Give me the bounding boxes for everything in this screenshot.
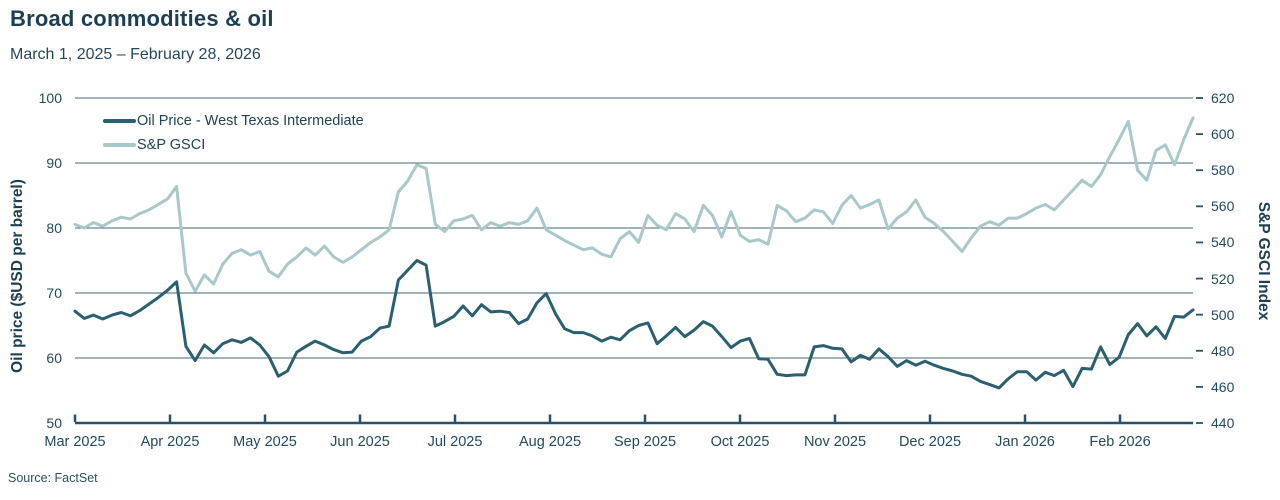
right-axis-tick-label: 560 <box>1211 198 1235 215</box>
x-axis-tick-label: Mar 2025 <box>44 434 106 450</box>
right-axis-tick-label: 480 <box>1211 342 1235 359</box>
left-axis-tick-label: 100 <box>38 90 62 106</box>
x-axis-tick-label: Jul 2025 <box>427 434 483 450</box>
x-axis-tick-label: Oct 2025 <box>710 434 770 450</box>
right-axis-tick-label: 540 <box>1211 234 1235 251</box>
legend-item-gsci: S&P GSCI <box>103 133 364 157</box>
x-axis-tick-label: Jun 2025 <box>330 434 390 450</box>
x-axis-tick-label: Jan 2026 <box>995 434 1055 450</box>
gsci-series-line <box>73 116 1195 293</box>
source-note: Source: FactSet <box>8 471 98 485</box>
x-axis-tick-label: May 2025 <box>233 434 297 450</box>
left-axis-tick-label: 50 <box>46 415 62 431</box>
gsci-series-label: S&P GSCI <box>137 137 206 153</box>
oil-series-swatch <box>103 118 136 124</box>
left-axis-title: Oil price ($USD per barrel) <box>9 179 26 373</box>
right-axis-tick-label: 460 <box>1211 378 1235 395</box>
left-axis-tick-label: 70 <box>46 285 62 301</box>
oil-series-label: Oil Price - West Texas Intermediate <box>137 113 364 129</box>
date-range-subtitle: March 1, 2025 – February 28, 2026 <box>10 46 261 63</box>
right-axis-tick-label: 500 <box>1211 306 1235 323</box>
legend-item-oil: Oil Price - West Texas Intermediate <box>103 109 364 133</box>
gsci-series-swatch <box>103 142 136 148</box>
left-axis-tick-label: 80 <box>46 220 62 236</box>
right-axis-tick-label: 520 <box>1211 270 1235 287</box>
right-axis-tick-label: 580 <box>1211 162 1235 179</box>
right-axis-tick-label: 600 <box>1211 126 1235 143</box>
x-axis-tick-label: Feb 2026 <box>1089 434 1151 450</box>
x-axis-tick-label: Dec 2025 <box>898 434 962 450</box>
x-axis-tick-label: Sep 2025 <box>613 434 677 450</box>
x-axis-tick-label: Nov 2025 <box>803 434 867 450</box>
x-axis-tick-label: Aug 2025 <box>518 434 582 450</box>
oil-series-line <box>73 259 1195 390</box>
legend: Oil Price - West Texas Intermediate S&P … <box>103 109 364 157</box>
page-title: Broad commodities & oil <box>10 6 274 31</box>
left-axis-tick-label: 90 <box>46 155 62 171</box>
x-axis-tick-label: Apr 2025 <box>140 434 200 450</box>
right-axis-tick-label: 620 <box>1211 90 1235 106</box>
right-axis-title: S&P GSCI Index <box>1255 201 1272 321</box>
left-axis-tick-label: 60 <box>46 350 62 366</box>
right-axis-tick-label: 440 <box>1211 415 1235 431</box>
